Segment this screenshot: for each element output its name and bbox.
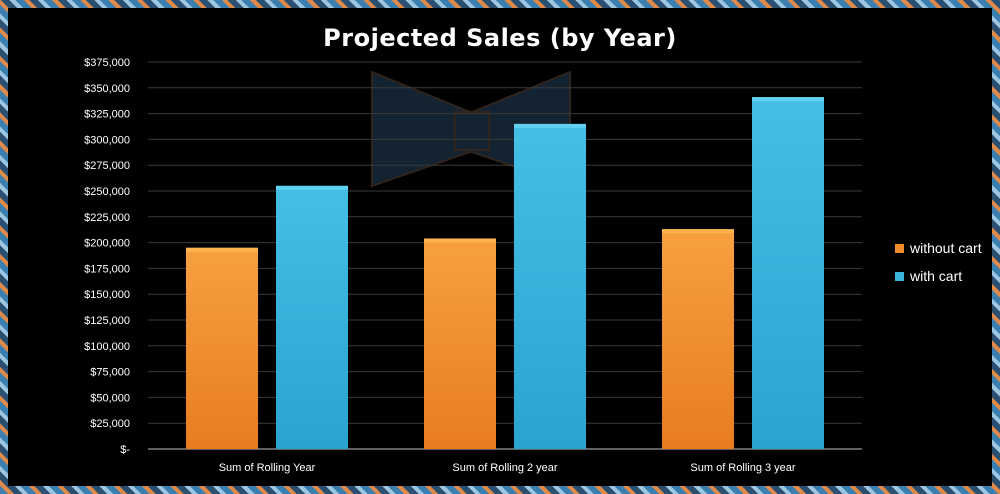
bar-without-cart: [186, 247, 258, 449]
legend-swatch: [895, 243, 904, 253]
bar-top-highlight: [186, 247, 258, 252]
bar-top-highlight: [752, 97, 824, 102]
bar-with-cart: [752, 97, 824, 449]
bar-without-cart: [424, 238, 496, 449]
legend-item-with-cart: with cart: [895, 268, 962, 284]
y-tick-label: $100,000: [84, 341, 130, 353]
y-tick-label: $150,000: [84, 289, 130, 301]
legend-swatch: [895, 271, 904, 281]
y-tick-label: $275,000: [84, 160, 130, 172]
bar-top-highlight: [662, 229, 734, 234]
y-tick-label: $200,000: [84, 238, 130, 250]
y-tick-label: $75,000: [90, 367, 130, 379]
bar-with-cart: [276, 185, 348, 449]
y-tick-label: $125,000: [84, 315, 130, 327]
y-tick-label: $225,000: [84, 212, 130, 224]
x-tick-label: Sum of Rolling 3 year: [690, 462, 795, 474]
y-tick-label: $175,000: [84, 263, 130, 275]
chart-title: Projected Sales (by Year): [323, 24, 677, 52]
bar-with-cart: [514, 123, 586, 450]
bar-top-highlight: [424, 238, 496, 243]
x-tick-label: Sum of Rolling 2 year: [452, 462, 557, 474]
y-tick-label: $350,000: [84, 83, 130, 95]
y-tick-label: $375,000: [84, 57, 130, 69]
bar-top-highlight: [514, 123, 586, 128]
x-tick-label: Sum of Rolling Year: [219, 462, 316, 474]
y-tick-label: $-: [120, 444, 130, 456]
bar-without-cart: [662, 229, 734, 449]
legend-item-without-cart: without cart: [895, 240, 982, 256]
y-tick-label: $300,000: [84, 134, 130, 146]
bar-top-highlight: [276, 185, 348, 190]
legend-label: without cart: [910, 240, 982, 256]
y-tick-label: $250,000: [84, 186, 130, 198]
legend-label: with cart: [910, 268, 963, 284]
y-tick-label: $325,000: [84, 109, 130, 121]
y-tick-label: $25,000: [90, 418, 130, 430]
y-tick-label: $50,000: [90, 392, 130, 404]
